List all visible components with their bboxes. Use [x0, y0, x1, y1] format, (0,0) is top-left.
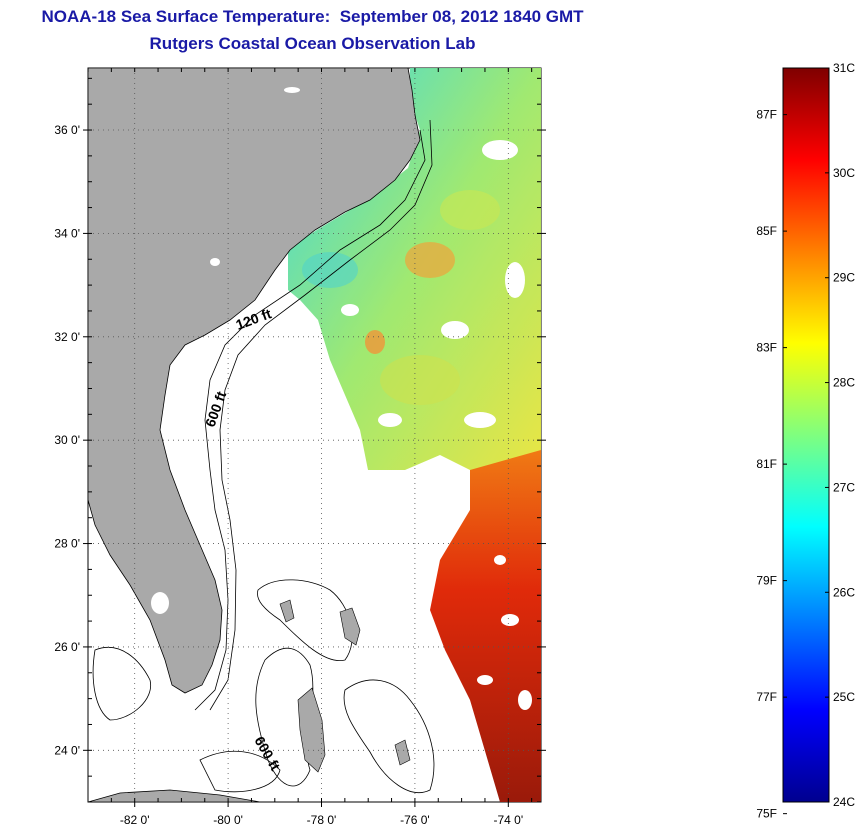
colorbar [782, 67, 830, 803]
colorbar-celsius-label: 27C [833, 480, 855, 494]
lat-tick-label: 32 0' [54, 330, 80, 344]
colorbar-celsius-label: 31C [833, 61, 855, 75]
colorbar-celsius-label: 29C [833, 271, 855, 285]
page-title: NOAA-18 Sea Surface Temperature: Septemb… [41, 7, 584, 26]
colorbar-fahrenheit-label: 81F [756, 457, 777, 471]
colorbar-celsius-label: 28C [833, 376, 855, 390]
lat-tick-label: 30 0' [54, 433, 80, 447]
colorbar-celsius-label: 26C [833, 585, 855, 599]
lake [210, 258, 220, 266]
lat-tick-label: 28 0' [54, 537, 80, 551]
lat-tick-label: 24 0' [54, 743, 80, 757]
colorbar-fahrenheit-label: 83F [756, 341, 777, 355]
us-landmass [88, 68, 421, 694]
colorbar-celsius-label: 30C [833, 166, 855, 180]
colorbar-fahrenheit-label: 85F [756, 224, 777, 238]
sst-swath-south [430, 450, 541, 802]
bathymetry-contours [92, 119, 435, 793]
lake [284, 87, 300, 93]
colorbar-celsius-label: 24C [833, 795, 855, 809]
colorbar-labels: 31C 30C 29C 28C 27C 26C 25C 24C 87F 85F 83F 81F 79F 7… [756, 61, 855, 821]
colorbar-fahrenheit-label: 77F [756, 690, 777, 704]
colorbar-fahrenheit-label: 79F [756, 574, 777, 588]
lake-okeechobee [151, 592, 169, 614]
cuba-coast [88, 789, 261, 802]
colorbar-celsius-label: 25C [833, 690, 855, 704]
map-axes: 24 0' 26 0' 28 0' 30 0' 32 0' 34 0' 36 0' -82 0… [54, 68, 546, 827]
colorbar-fahrenheit-label: 75F [756, 807, 777, 821]
graticule [88, 68, 541, 802]
lon-tick-label: -80 0' [213, 813, 243, 827]
lon-tick-label: -76 0' [400, 813, 430, 827]
lat-tick-label: 34 0' [54, 226, 80, 240]
page-subtitle: Rutgers Coastal Ocean Observation Lab [149, 34, 476, 53]
lon-tick-label: -82 0' [120, 813, 150, 827]
lat-tick-label: 26 0' [54, 640, 80, 654]
lon-tick-label: -74 0' [493, 813, 523, 827]
colorbar-fahrenheit-label: 87F [756, 108, 777, 122]
sst-swath-north [288, 68, 541, 470]
lat-tick-label: 36 0' [54, 123, 80, 137]
lon-tick-label: -78 0' [307, 813, 337, 827]
